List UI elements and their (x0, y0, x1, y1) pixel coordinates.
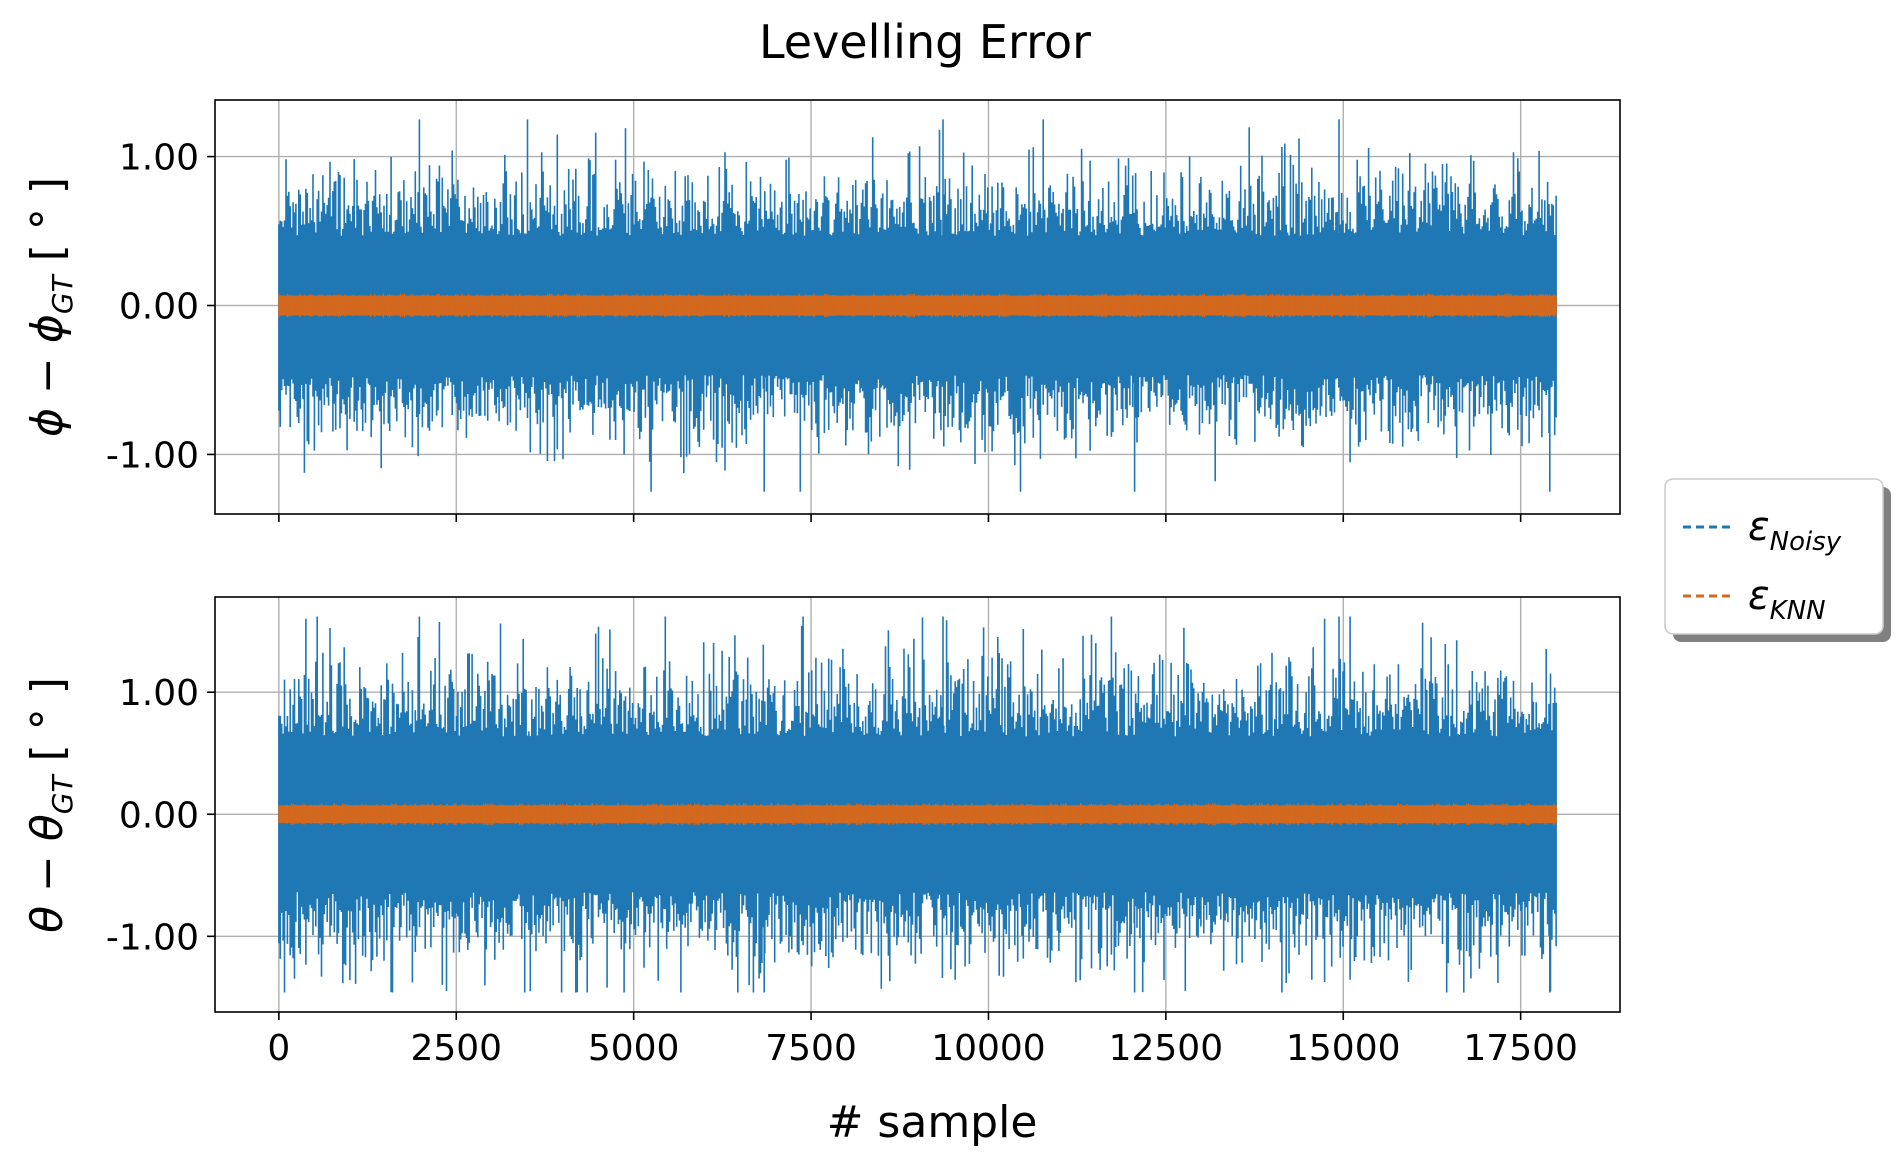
x-tick-label: 2500 (410, 1028, 502, 1069)
legend-knn-sub: KNN (1770, 596, 1826, 626)
legend-box (1664, 478, 1884, 635)
y-ticks-theta: -1.00 0.00 1.00 (106, 673, 215, 958)
x-axis-label: # sample (827, 1097, 1038, 1148)
ylabel-phi-sub: GT (46, 273, 79, 314)
ylabel-phi-unit: [ ° ] (22, 177, 73, 275)
series-area-theta (278, 616, 1557, 993)
axes-frame-phi (214, 99, 1621, 515)
x-tick-label: 12500 (1109, 1028, 1224, 1069)
legend-label-knn: εKNN (1748, 573, 1826, 626)
series-knn (278, 293, 1557, 318)
subplot-phi: -1.00 0.00 1.00 ϕ − ϕGT [ ° ] (22, 99, 1621, 522)
x-tick-label: 10000 (931, 1028, 1046, 1069)
x-tick-label: 15000 (1286, 1028, 1401, 1069)
y-axis-label-theta: θ − θGT [ ° ] (22, 677, 79, 933)
x-ticks-theta: 0 2500 5000 7500 10000 12500 15000 17500 (267, 1012, 1578, 1069)
axes-frame-theta (214, 596, 1621, 1013)
legend-noisy-symbol: ε (1748, 504, 1770, 550)
y-tick-label: 0.00 (119, 795, 199, 836)
y-tick-label: 0.00 (119, 287, 199, 328)
legend-knn-symbol: ε (1748, 573, 1770, 619)
series-area-phi (278, 119, 1557, 492)
ylabel-theta-unit: [ ° ] (22, 677, 73, 775)
ylabel-theta-sub: GT (46, 774, 79, 815)
y-tick-label: -1.00 (106, 917, 199, 958)
x-tickmarks-phi (278, 514, 1522, 522)
subplot-theta: -1.00 0.00 1.00 0 2500 5000 7500 10000 12500 150… (22, 596, 1621, 1069)
ylabel-theta-main: θ − θ (22, 814, 73, 933)
x-tick-label: 5000 (588, 1028, 680, 1069)
x-tick-label: 0 (267, 1028, 290, 1069)
y-axis-label-phi: ϕ − ϕGT [ ° ] (22, 177, 79, 437)
y-tick-label: 1.00 (119, 673, 199, 714)
y-ticks-phi: -1.00 0.00 1.00 (106, 138, 215, 476)
series-knn (278, 803, 1557, 826)
legend-label-noisy: εNoisy (1748, 504, 1842, 557)
y-tick-label: 1.00 (119, 138, 199, 179)
x-tick-label: 7500 (765, 1028, 857, 1069)
x-tick-label: 17500 (1463, 1028, 1578, 1069)
ylabel-phi-main: ϕ − ϕ (22, 314, 73, 437)
legend-noisy-sub: Noisy (1770, 527, 1842, 557)
chart-title: Levelling Error (759, 15, 1091, 69)
legend: εNoisy εKNN (1664, 478, 1891, 642)
y-tick-label: -1.00 (106, 435, 199, 476)
